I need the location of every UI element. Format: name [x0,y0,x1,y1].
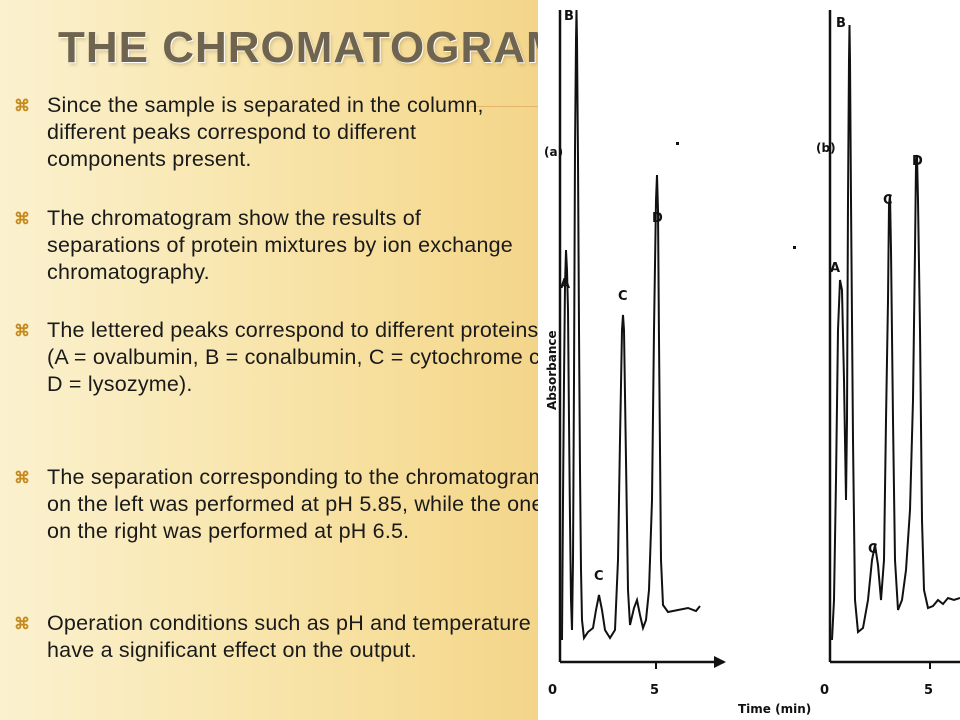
bullet-item: ⌘ The lettered peaks correspond to diffe… [14,317,547,398]
y-axis-label: Absorbance [545,330,559,410]
chromatogram-svg: A B C C D (a) 0 5 Absorbance Time (min) … [544,9,960,716]
trace-a [561,9,701,641]
tick-label-0-b: 0 [820,683,829,698]
bullet-item: ⌘ The chromatogram show the results of s… [14,205,534,286]
bullet-text: The lettered peaks correspond to differe… [47,318,547,396]
panel-a-label: (a) [544,145,563,159]
slide-title: The Chromatogram [58,23,564,72]
cross-x-icon: ⌘ [14,470,31,487]
x-axis-label: Time (min) [738,702,811,716]
tick-label-5-b: 5 [924,683,933,698]
scan-speck [676,142,679,145]
peak-label-b-C-small: C [868,542,878,557]
cross-x-icon: ⌘ [14,616,31,633]
bullet-text: Operation conditions such as pH and temp… [47,611,531,662]
bullet-item: ⌘ Operation conditions such as pH and te… [14,610,534,664]
bullet-item: ⌘ The separation corresponding to the ch… [14,464,547,545]
bullet-item: ⌘ Since the sample is separated in the c… [14,92,534,173]
peak-label-b-D: D [912,154,923,169]
tick-label-0-a: 0 [548,683,557,698]
peak-label-b-B: B [836,16,846,31]
peak-label-a-C: C [618,289,628,304]
cross-x-icon: ⌘ [14,98,31,115]
peak-label-b-A: A [830,261,840,276]
peak-label-a-C-small: C [594,569,604,584]
cross-x-icon: ⌘ [14,323,31,340]
text-panel [0,0,538,720]
bullet-text: The separation corresponding to the chro… [47,465,547,543]
panel-b-label: (b) [816,141,836,155]
trace-b [831,24,960,641]
peak-label-a-A: A [560,277,570,292]
decorative-line [470,106,550,107]
bullet-text: The chromatogram show the results of sep… [47,206,513,284]
x-axis-arrow-a [714,656,726,668]
chromatogram-figure: A B C C D (a) 0 5 Absorbance Time (min) … [538,0,960,720]
tick-label-5-a: 5 [650,683,659,698]
scan-speck [793,246,796,249]
bullet-text: Since the sample is separated in the col… [47,93,484,171]
peak-label-a-D: D [652,211,663,226]
cross-x-icon: ⌘ [14,211,31,228]
peak-label-b-C: C [883,193,893,208]
peak-label-a-B: B [564,9,574,24]
